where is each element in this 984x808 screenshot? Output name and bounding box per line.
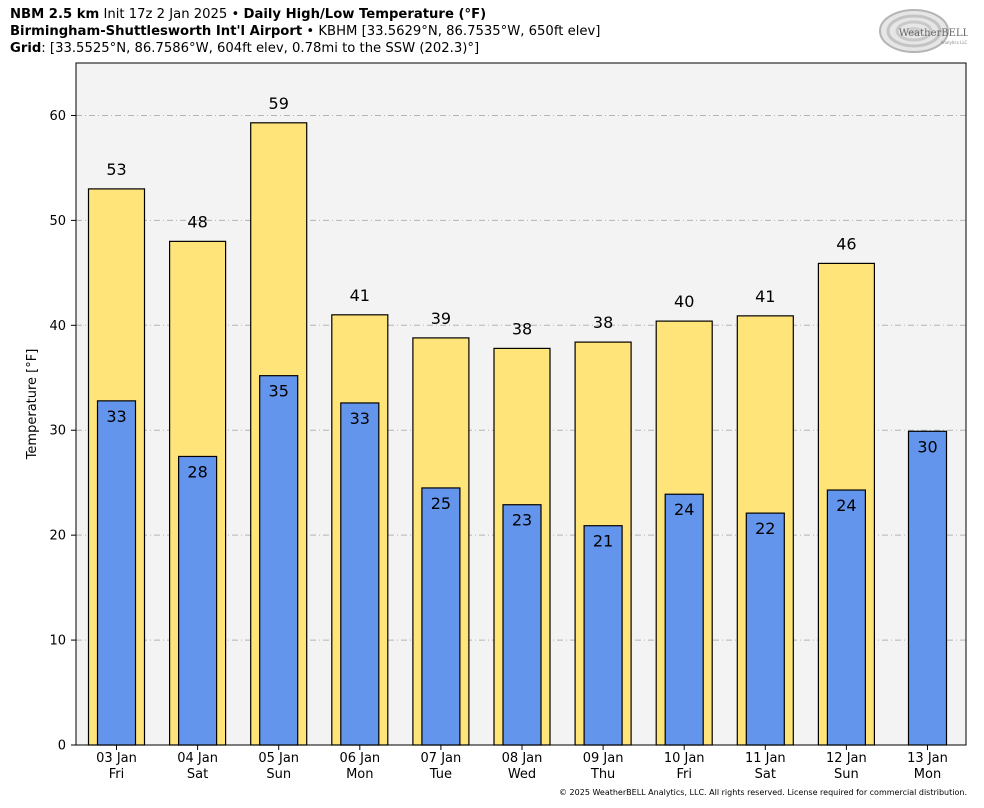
low-temp-bar: [259, 375, 299, 746]
low-temp-bar: [340, 402, 380, 746]
x-tick-label-date: 04 Jan: [177, 751, 218, 766]
high-temp-label: 48: [187, 212, 207, 231]
low-temp-bar: [178, 455, 218, 746]
high-temp-label: 38: [512, 319, 532, 338]
model-name: NBM 2.5 km: [10, 7, 100, 22]
low-temp-bar: [583, 525, 623, 746]
x-tick-label-date: 03 Jan: [96, 751, 137, 766]
high-temp-label: 39: [431, 309, 451, 328]
x-tick-label-day: Sat: [755, 767, 776, 782]
x-tick-label-day: Mon: [346, 767, 373, 782]
high-temp-label: 38: [593, 313, 613, 332]
product-name: Daily High/Low Temperature (°F): [243, 7, 487, 22]
title-line-1: NBM 2.5 km Init 17z 2 Jan 2025 • Daily H…: [10, 7, 486, 23]
y-tick-label: 60: [49, 109, 66, 124]
plot-frame: [75, 62, 967, 746]
high-temp-label: 40: [674, 292, 694, 311]
y-tick-label: 20: [49, 529, 66, 544]
separator: •: [306, 24, 315, 39]
high-temp-label: 41: [350, 286, 370, 305]
x-tick-label-date: 05 Jan: [258, 751, 299, 766]
x-tick-label-date: 09 Jan: [583, 751, 624, 766]
x-tick-label-day: Thu: [590, 767, 615, 782]
x-tick-label-date: 12 Jan: [826, 751, 867, 766]
init-time: Init 17z 2 Jan 2025: [103, 7, 228, 22]
station-name: Birmingham-Shuttlesworth Int'l Airport: [10, 24, 303, 39]
low-temp-bar: [745, 512, 785, 746]
weatherbell-logo: WeatherBELL Analytics LLC: [879, 9, 968, 53]
low-temp-bar: [502, 504, 542, 746]
separator: •: [231, 7, 240, 22]
low-temp-bar: [664, 493, 704, 746]
y-axis-label: Temperature [°F]: [25, 349, 40, 461]
low-temp-label: 24: [836, 496, 856, 515]
low-temp-label: 30: [917, 437, 937, 456]
y-tick-label: 10: [49, 634, 66, 649]
x-tick-label-day: Mon: [914, 767, 941, 782]
grid-detail: : [33.5525°N, 86.7586°W, 604ft elev, 0.7…: [41, 41, 480, 56]
x-tick-label-day: Sun: [266, 767, 291, 782]
x-tick-label-day: Fri: [676, 767, 692, 782]
title-line-2: Birmingham-Shuttlesworth Int'l Airport •…: [10, 24, 600, 40]
logo-subtext: Analytics LLC: [941, 40, 968, 45]
y-tick-label: 0: [58, 739, 66, 754]
station-id: KBHM: [318, 24, 358, 39]
low-temp-bar: [96, 400, 137, 746]
y-tick-label: 40: [49, 319, 66, 334]
x-tick-label-date: 07 Jan: [421, 751, 462, 766]
x-tick-label-date: 11 Jan: [745, 751, 786, 766]
low-temp-label: 22: [755, 519, 775, 538]
low-temp-label: 33: [350, 409, 370, 428]
copyright-notice: © 2025 WeatherBELL Analytics, LLC. All r…: [559, 788, 967, 797]
x-tick-label-date: 06 Jan: [339, 751, 380, 766]
low-temp-label: 35: [269, 382, 289, 401]
x-tick-label-day: Sun: [834, 767, 859, 782]
y-tick-label: 30: [49, 424, 66, 439]
grid-label: Grid: [10, 41, 42, 56]
x-tick-label-day: Tue: [429, 767, 452, 782]
low-temp-bar: [826, 489, 867, 746]
high-temp-label: 41: [755, 287, 775, 306]
x-tick-label-day: Fri: [109, 767, 125, 782]
low-temp-label: 25: [431, 494, 451, 513]
high-temp-label: 59: [269, 94, 289, 113]
low-temp-label: 23: [512, 511, 532, 530]
x-tick-label-day: Sat: [187, 767, 208, 782]
low-temp-label: 21: [593, 532, 613, 551]
logo-text: WeatherBELL: [899, 28, 968, 39]
x-tick-label-date: 08 Jan: [502, 751, 543, 766]
low-temp-bar: [907, 430, 948, 746]
x-tick-label-date: 10 Jan: [664, 751, 705, 766]
high-temp-label: 46: [836, 234, 856, 253]
station-detail: [33.5629°N, 86.7535°W, 650ft elev]: [361, 24, 601, 39]
title-line-3: Grid: [33.5525°N, 86.7586°W, 604ft elev,…: [10, 41, 479, 57]
low-temp-label: 28: [187, 462, 207, 481]
low-temp-label: 33: [106, 407, 126, 426]
x-tick-label-date: 13 Jan: [907, 751, 948, 766]
y-tick-label: 50: [49, 214, 66, 229]
x-tick-label-day: Wed: [508, 767, 536, 782]
low-temp-bar: [421, 487, 461, 746]
low-temp-label: 24: [674, 500, 694, 519]
high-temp-label: 53: [106, 160, 126, 179]
